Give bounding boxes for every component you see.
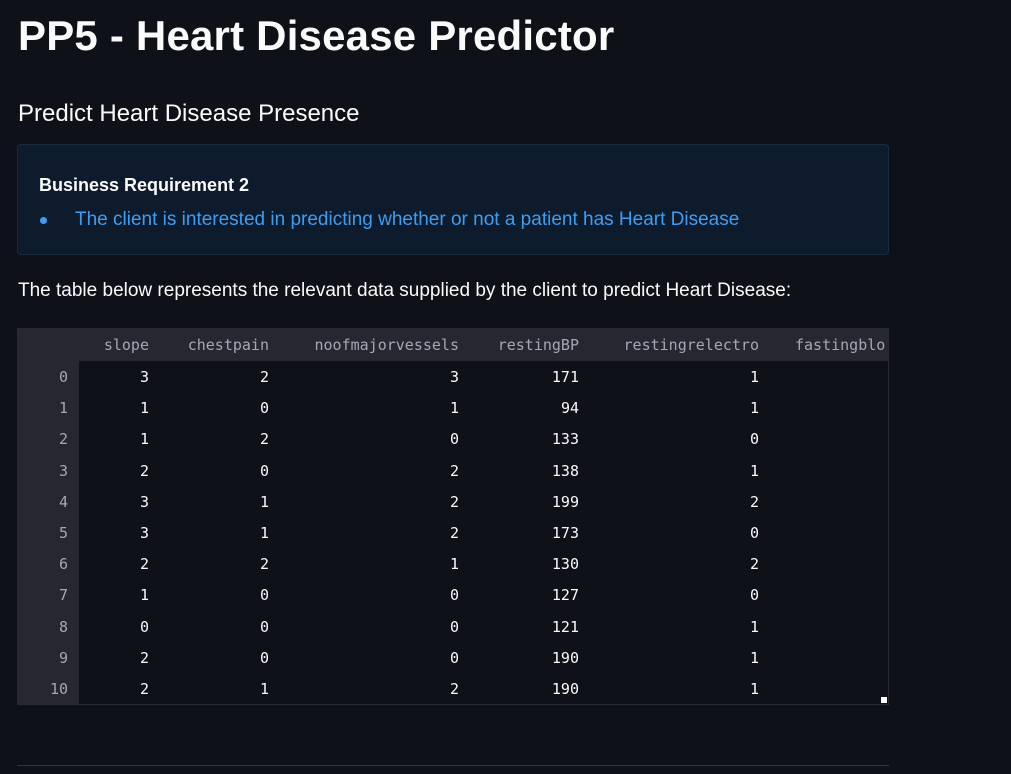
info-bullet-text: The client is interested in predicting w… bbox=[75, 209, 740, 230]
table-cell[interactable]: 2 bbox=[259, 430, 269, 449]
info-bullet: The client is interested in predicting w… bbox=[40, 209, 739, 231]
table-cell[interactable]: 2 bbox=[449, 524, 459, 542]
table-cell[interactable]: 1 bbox=[749, 368, 759, 386]
data-table[interactable]: slope chestpain noofmajorvessels restingBP r… bbox=[17, 328, 889, 705]
row-index: 2 bbox=[58, 430, 68, 449]
info-heading: Business Requirement 2 bbox=[39, 175, 250, 195]
index-column bbox=[18, 329, 79, 704]
table-cell[interactable]: 1 bbox=[259, 524, 269, 542]
row-index: 8 bbox=[58, 617, 68, 636]
table-cell[interactable]: 0 bbox=[259, 461, 269, 480]
table-cell[interactable]: 3 bbox=[139, 524, 149, 542]
table-cell[interactable]: 171 bbox=[551, 368, 579, 386]
row-index: 1 bbox=[58, 399, 68, 418]
table-cell[interactable]: 0 bbox=[449, 586, 459, 605]
table-cell[interactable]: 1 bbox=[749, 648, 759, 667]
column-header-restingrelectro[interactable]: restingrelectro bbox=[623, 336, 759, 354]
page-title: PP5 - Heart Disease Predictor bbox=[18, 12, 615, 59]
table-cell[interactable]: 0 bbox=[139, 617, 149, 636]
table-cell[interactable]: 3 bbox=[449, 368, 459, 386]
info-box: Business Requirement 2 The client is int… bbox=[17, 144, 889, 255]
column-header-noofmajorvessels[interactable]: noofmajorvessels bbox=[314, 336, 460, 354]
table-cell[interactable]: 0 bbox=[259, 617, 269, 636]
table-cell[interactable]: 2 bbox=[449, 680, 459, 698]
row-index: 7 bbox=[58, 586, 68, 605]
table-cell[interactable]: 190 bbox=[551, 680, 579, 698]
table-cell[interactable]: 138 bbox=[551, 461, 579, 480]
column-header-slope[interactable]: slope bbox=[103, 336, 149, 354]
table-cell[interactable]: 2 bbox=[749, 555, 759, 574]
column-header-fastingblo[interactable]: fastingblo bbox=[795, 336, 886, 354]
table-resize-handle[interactable] bbox=[881, 697, 887, 703]
table-cell[interactable]: 0 bbox=[749, 524, 759, 542]
table-cell[interactable]: 3 bbox=[139, 492, 149, 511]
table-cell[interactable]: 0 bbox=[749, 586, 759, 605]
bullet-dot-icon bbox=[40, 216, 47, 224]
table-cell[interactable]: 1 bbox=[449, 399, 459, 418]
table-cell[interactable]: 2 bbox=[259, 368, 269, 386]
table-cell[interactable]: 0 bbox=[259, 399, 269, 418]
table-cell[interactable]: 1 bbox=[749, 461, 759, 480]
table-cell[interactable]: 0 bbox=[449, 648, 459, 667]
table-cell[interactable]: 2 bbox=[139, 648, 149, 667]
table-cell[interactable]: 121 bbox=[551, 617, 579, 636]
table-cell[interactable]: 1 bbox=[139, 399, 149, 418]
table-cell[interactable]: 199 bbox=[551, 492, 579, 511]
table-cell[interactable]: 0 bbox=[449, 430, 459, 449]
row-index: 4 bbox=[58, 492, 68, 511]
table-cell[interactable]: 1 bbox=[749, 617, 759, 636]
table-header-row bbox=[18, 329, 888, 361]
row-index: 6 bbox=[58, 555, 68, 574]
table-cell[interactable]: 127 bbox=[551, 586, 579, 605]
table-cell[interactable]: 1 bbox=[259, 680, 269, 698]
table-cell[interactable]: 1 bbox=[139, 586, 149, 605]
table-cell[interactable]: 2 bbox=[139, 461, 149, 480]
table-cell[interactable]: 0 bbox=[259, 648, 269, 667]
row-index: 9 bbox=[58, 648, 68, 667]
column-header-restingBP[interactable]: restingBP bbox=[497, 336, 579, 354]
table-cell[interactable]: 3 bbox=[139, 368, 149, 386]
table-cell[interactable]: 1 bbox=[449, 555, 459, 574]
table-cell[interactable]: 1 bbox=[749, 680, 759, 698]
table-cell[interactable]: 190 bbox=[551, 648, 579, 667]
table-cell[interactable]: 0 bbox=[449, 617, 459, 636]
page-subtitle: Predict Heart Disease Presence bbox=[18, 100, 360, 127]
table-cell[interactable]: 173 bbox=[551, 524, 579, 542]
table-cell[interactable]: 130 bbox=[551, 555, 579, 574]
row-index: 5 bbox=[58, 524, 68, 542]
table-cell[interactable]: 94 bbox=[560, 399, 579, 418]
table-cell[interactable]: 2 bbox=[139, 680, 149, 698]
row-index: 3 bbox=[58, 461, 68, 480]
table-cell[interactable]: 133 bbox=[551, 430, 579, 449]
row-index: 0 bbox=[58, 368, 68, 386]
table-cell[interactable]: 2 bbox=[449, 461, 459, 480]
column-header-chestpain[interactable]: chestpain bbox=[187, 336, 269, 354]
row-index: 10 bbox=[49, 680, 68, 698]
table-cell[interactable]: 1 bbox=[749, 399, 759, 418]
table-cell[interactable]: 2 bbox=[449, 492, 459, 511]
table-cell[interactable]: 1 bbox=[259, 492, 269, 511]
table-cell[interactable]: 0 bbox=[259, 586, 269, 605]
table-cell[interactable]: 2 bbox=[139, 555, 149, 574]
table-cell[interactable]: 2 bbox=[749, 492, 759, 511]
table-description: The table below represents the relevant … bbox=[18, 280, 792, 301]
bottom-divider bbox=[17, 765, 889, 766]
table-cell[interactable]: 0 bbox=[749, 430, 759, 449]
table-cell[interactable]: 1 bbox=[139, 430, 149, 449]
table-cell[interactable]: 2 bbox=[259, 555, 269, 574]
